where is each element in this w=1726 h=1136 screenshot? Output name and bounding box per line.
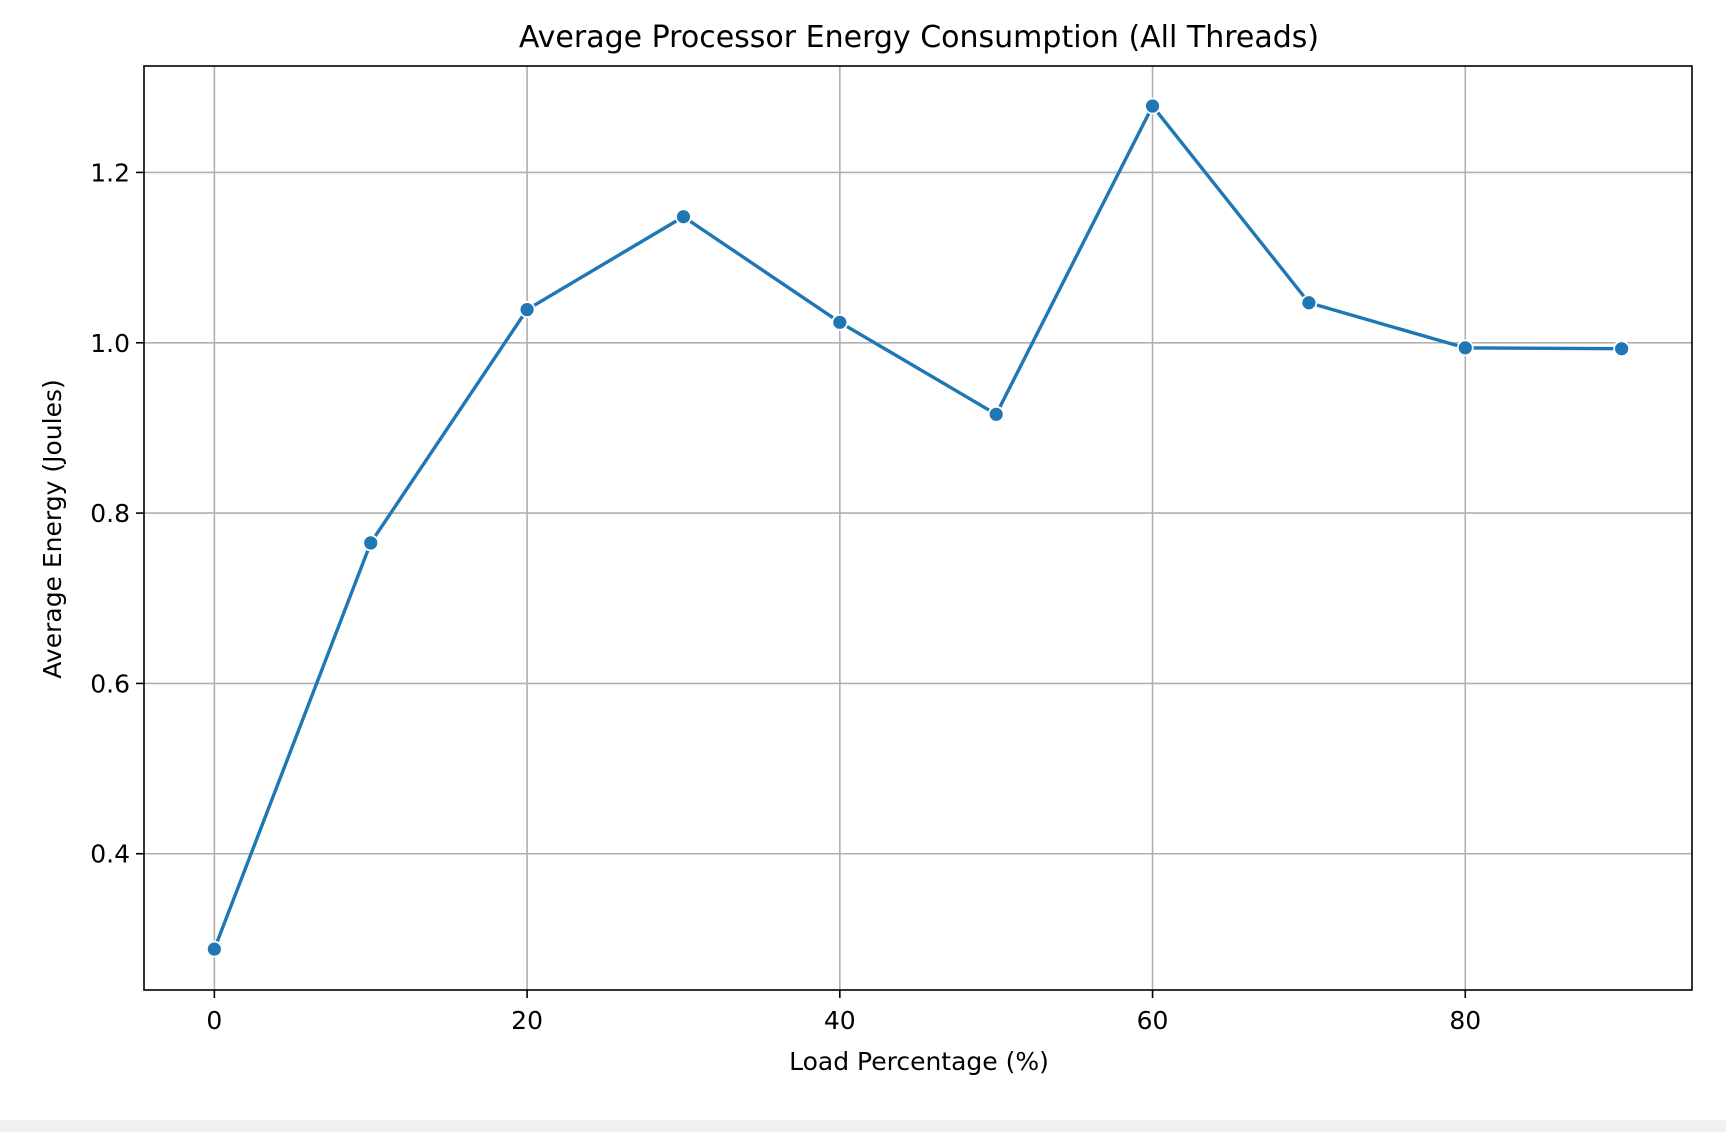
x-tick-label: 40 [824, 1006, 856, 1035]
footer-strip [0, 1120, 1726, 1132]
y-tick-label: 1.0 [90, 329, 130, 358]
data-point [518, 301, 536, 318]
chart-title: Average Processor Energy Consumption (Al… [519, 20, 1319, 55]
data-point [675, 208, 692, 226]
y-tick-label: 0.8 [90, 499, 130, 528]
x-tick-label: 20 [511, 1006, 543, 1035]
data-point [1144, 97, 1161, 115]
series-layer [205, 97, 1631, 958]
x-tick-label: 60 [1137, 1006, 1169, 1035]
series-line [212, 104, 1624, 951]
data-point [987, 405, 1005, 423]
data-point [1456, 339, 1474, 357]
data-point [362, 534, 380, 552]
x-tick-label: 80 [1449, 1006, 1481, 1035]
y-axis-label: Average Energy (Joules) [38, 379, 67, 678]
data-point [1613, 340, 1631, 358]
y-tick-label: 0.4 [90, 840, 130, 869]
plot-area-frame [143, 65, 1693, 991]
x-tick-label: 0 [206, 1006, 222, 1035]
data-point [831, 313, 849, 331]
y-tick-label: 1.2 [90, 158, 130, 187]
axis-ticks: 0 20 40 60 80 0.4 0.6 0.8 1.0 1.2 [90, 158, 1481, 1035]
x-axis-label: Load Percentage (%) [789, 1047, 1049, 1076]
data-point [205, 940, 223, 958]
grid-lines [144, 66, 1692, 990]
y-tick-label: 0.6 [90, 669, 130, 698]
data-point [1300, 294, 1318, 312]
